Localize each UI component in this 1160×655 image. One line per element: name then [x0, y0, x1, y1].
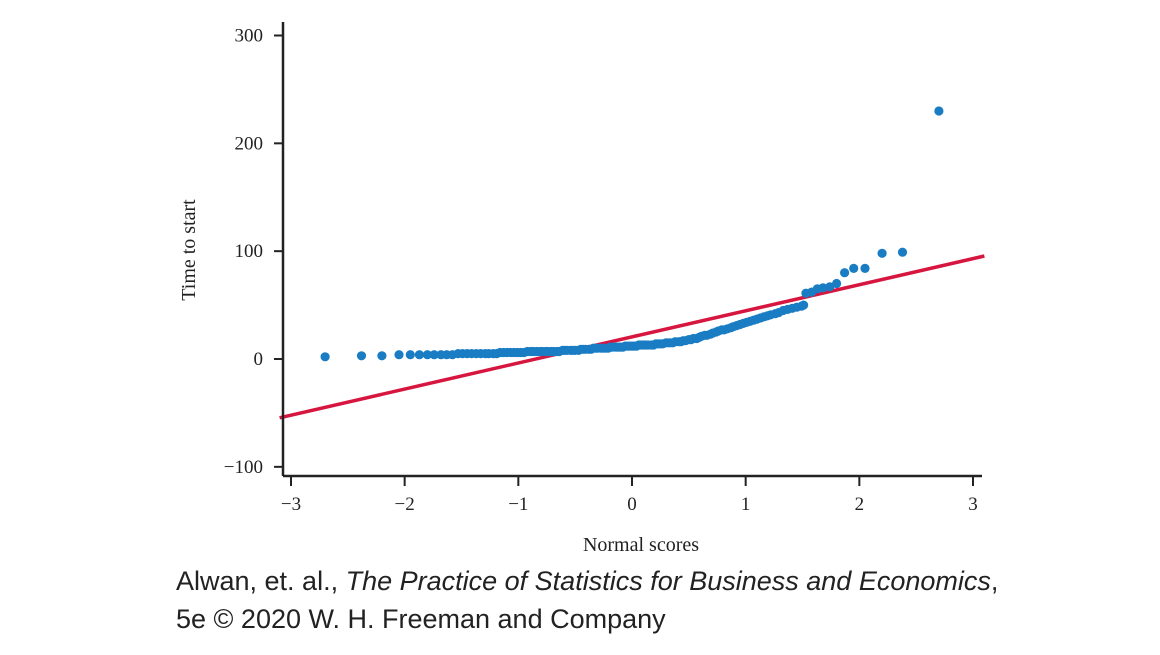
- data-point: [405, 350, 415, 360]
- qq-plot: −100 0 100 200 300 −3 −2 −1 0 1 2 3 Normal scores T…: [178, 22, 985, 556]
- y-tick-label: 100: [235, 241, 264, 262]
- x-tick-label: −2: [395, 494, 415, 515]
- caption-authors: Alwan, et. al.,: [176, 566, 346, 596]
- caption-line-2: 5e © 2020 W. H. Freeman and Company: [176, 604, 666, 634]
- data-point: [394, 350, 404, 360]
- fit-line-layer: [279, 254, 985, 420]
- data-point: [934, 106, 944, 116]
- fit-line: [279, 254, 985, 420]
- caption-comma: ,: [990, 566, 999, 596]
- data-point: [429, 350, 439, 360]
- x-tick-label: 3: [968, 494, 978, 515]
- x-tick-label: 0: [627, 494, 637, 515]
- data-point: [799, 300, 809, 310]
- data-point: [320, 352, 330, 362]
- y-tick-label: 200: [235, 133, 264, 154]
- data-point: [877, 248, 887, 258]
- y-tick-label: 300: [235, 26, 264, 47]
- data-point: [356, 351, 367, 361]
- data-point: [897, 247, 908, 257]
- data-point: [818, 283, 828, 293]
- data-point: [377, 351, 387, 361]
- data-point: [849, 263, 859, 273]
- caption-line-1: Alwan, et. al., The Practice of Statisti…: [176, 562, 998, 600]
- data-point: [414, 350, 424, 360]
- x-tick-label: 1: [741, 494, 751, 515]
- data-point: [422, 350, 432, 360]
- y-tick-label: −100: [224, 457, 263, 478]
- data-point: [860, 263, 870, 273]
- x-tick-label: −3: [281, 494, 301, 515]
- x-axis-label: Normal scores: [583, 534, 699, 556]
- y-axis-label: Time to start: [178, 199, 200, 301]
- caption-book-title: The Practice of Statistics for Business …: [345, 566, 991, 596]
- x-tick-label: −1: [508, 494, 528, 515]
- data-point: [840, 268, 850, 278]
- data-points: [320, 106, 944, 362]
- source-caption: Alwan, et. al., The Practice of Statisti…: [176, 562, 998, 638]
- data-point: [825, 282, 835, 292]
- x-tick-label: 2: [855, 494, 865, 515]
- data-point: [832, 278, 842, 289]
- y-tick-label: 0: [254, 349, 264, 370]
- axes: −100 0 100 200 300 −3 −2 −1 0 1 2 3: [224, 22, 982, 515]
